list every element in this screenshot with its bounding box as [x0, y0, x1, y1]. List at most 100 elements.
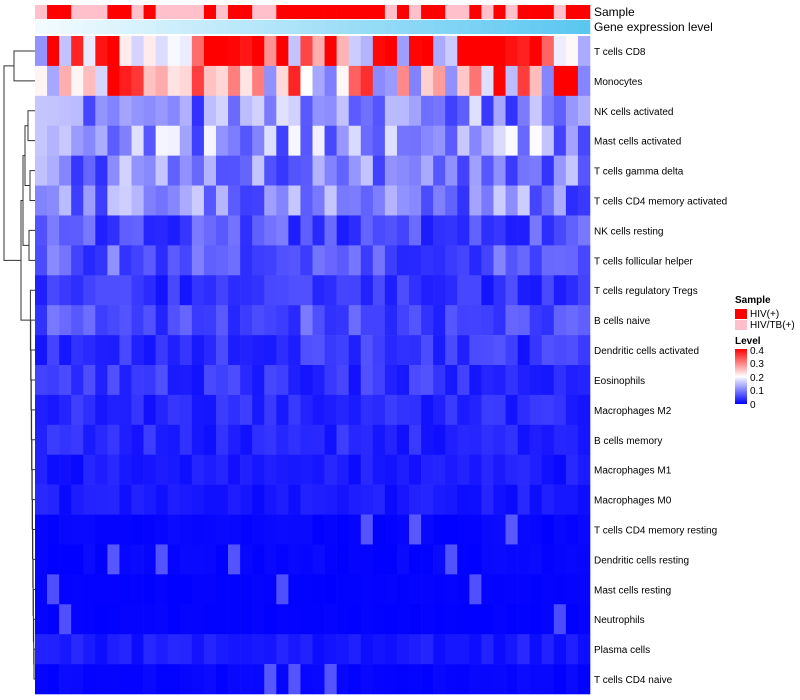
heatmap-cell: [215, 335, 229, 366]
heatmap-cell: [312, 604, 325, 635]
heatmap-cell: [83, 424, 96, 456]
row-label: T cells CD4 naive: [594, 675, 673, 686]
heatmap-cell: [228, 604, 241, 635]
heatmap-cell: [541, 155, 555, 186]
heatmap-cell: [300, 664, 313, 695]
heatmap-cell: [481, 544, 494, 575]
heatmap-cell: [228, 634, 241, 665]
heatmap-cell: [300, 275, 313, 306]
level-tick-4: 0: [750, 400, 756, 411]
heatmap-cell: [131, 305, 144, 336]
heatmap-cell: [71, 305, 84, 336]
heatmap-cell: [336, 65, 349, 97]
heatmap-cell: [240, 275, 253, 306]
heatmap-cell: [505, 664, 518, 695]
heatmap-cell: [95, 634, 108, 665]
heatmap-cell: [288, 454, 301, 485]
heatmap-cell: [59, 36, 72, 67]
heatmap-cell: [288, 125, 301, 156]
heatmap-cell: [348, 394, 362, 426]
heatmap-cell: [240, 394, 253, 426]
heatmap-cell: [553, 365, 567, 396]
sample-annotation-cell: [421, 5, 434, 19]
heatmap-cell: [35, 335, 48, 366]
heatmap-cell: [252, 394, 265, 426]
heatmap-cell: [276, 215, 289, 246]
heatmap-cell: [421, 275, 434, 306]
heatmap-cell: [203, 634, 217, 665]
heatmap-cell: [35, 245, 48, 276]
heatmap-cell: [372, 454, 386, 485]
heatmap-cell: [107, 245, 120, 276]
row-label: B cells naive: [594, 316, 651, 327]
expression-annotation-cell: [565, 20, 579, 34]
heatmap-cell: [240, 155, 253, 186]
heatmap-cell: [553, 155, 567, 186]
expression-annotation-cell: [457, 20, 470, 34]
expression-annotation-cell: [155, 20, 169, 34]
heatmap-cell: [215, 95, 229, 127]
heatmap-cell: [276, 574, 289, 605]
heatmap-cell: [155, 65, 169, 97]
heatmap-cell: [71, 544, 84, 575]
heatmap-cell: [312, 365, 325, 396]
heatmap-cell: [469, 604, 482, 635]
heatmap-cell: [191, 424, 205, 456]
legend-label-hivtb: HIV/TB(+): [750, 320, 795, 331]
heatmap-cell: [312, 514, 325, 545]
heatmap-cell: [541, 245, 555, 276]
heatmap-cell: [155, 335, 169, 366]
sample-annotation-cell: [577, 5, 591, 19]
heatmap-cell: [384, 185, 398, 216]
heatmap-cell: [360, 634, 374, 665]
heatmap-cell: [83, 185, 96, 216]
heatmap-cell: [529, 305, 543, 336]
heatmap-cell: [409, 604, 422, 635]
heatmap-cell: [529, 95, 543, 127]
sample-annotation-cell: [167, 5, 181, 19]
heatmap-cell: [35, 484, 48, 515]
row-label: T cells CD8: [594, 47, 646, 58]
heatmap-cell: [384, 36, 398, 67]
heatmap-cell: [384, 544, 398, 575]
heatmap-cell: [505, 245, 518, 276]
heatmap-cell: [553, 335, 567, 366]
heatmap-cell: [541, 514, 555, 545]
heatmap-cell: [372, 544, 386, 575]
heatmap-cell: [276, 305, 289, 336]
expression-annotation-cell: [312, 20, 325, 34]
heatmap-cell: [493, 335, 506, 366]
heatmap-cell: [300, 65, 313, 97]
heatmap-cell: [469, 215, 482, 246]
heatmap-cell: [384, 335, 398, 366]
heatmap-cell: [203, 185, 217, 216]
heatmap-cell: [312, 65, 325, 97]
heatmap-cell: [107, 454, 120, 485]
heatmap-cell: [264, 305, 277, 336]
heatmap-cell: [215, 394, 229, 426]
heatmap-cell: [529, 544, 543, 575]
heatmap-cell: [433, 574, 446, 605]
heatmap-cell: [59, 424, 72, 456]
heatmap-cell: [505, 215, 518, 246]
heatmap-cell: [83, 305, 96, 336]
heatmap-cell: [505, 275, 518, 306]
heatmap-cell: [553, 664, 567, 695]
heatmap-cell: [577, 95, 591, 127]
heatmap-cell: [577, 305, 591, 336]
heatmap-cell: [215, 215, 229, 246]
heatmap-cell: [155, 215, 169, 246]
expression-annotation-cell: [517, 20, 530, 34]
dendrogram-branch: [22, 155, 29, 246]
heatmap-cell: [215, 604, 229, 635]
heatmap-cell: [203, 245, 217, 276]
heatmap-cell: [179, 155, 193, 186]
heatmap-cell: [143, 275, 156, 306]
heatmap-cell: [47, 95, 60, 127]
heatmap-cell: [541, 185, 555, 216]
heatmap-cell: [179, 65, 193, 97]
heatmap-cell: [396, 514, 410, 545]
heatmap-cell: [167, 424, 181, 456]
row-label: NK cells activated: [594, 107, 673, 118]
heatmap-cell: [421, 125, 434, 156]
